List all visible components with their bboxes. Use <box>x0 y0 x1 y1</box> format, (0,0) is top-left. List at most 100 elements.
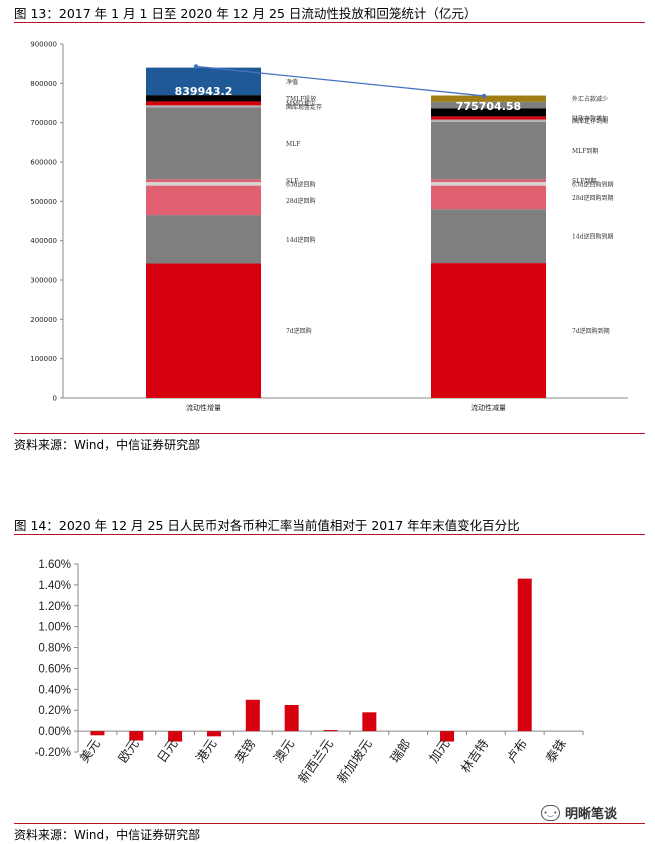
y-tick-label: 600000 <box>30 159 57 167</box>
segment-label: 28d逆回购 <box>286 197 315 205</box>
x-tick-label: 流动性增量 <box>186 403 221 412</box>
x-tick-label: 新西兰元 <box>295 736 336 786</box>
figure13-bottom-rule <box>14 433 645 434</box>
bar-segment <box>146 263 261 398</box>
x-tick-label: 英镑 <box>232 736 259 765</box>
bar-segment <box>146 95 261 102</box>
figure14-title: 图 14：2020 年 12 月 25 日人民币对各币种汇率当前值相对于 201… <box>14 518 520 533</box>
y-tick-label: 1.00% <box>38 622 71 634</box>
bar-segment <box>146 182 261 186</box>
y-tick-label: -0.20% <box>35 747 71 759</box>
y-tick-label: 500000 <box>30 198 57 206</box>
segment-label: 7d逆回购 <box>286 327 312 335</box>
segment-label: 14d逆回购到期 <box>572 233 613 241</box>
segment-label: 63d逆回购 <box>286 180 315 188</box>
x-tick-label: 流动性减量 <box>471 403 506 412</box>
y-tick-label: 100000 <box>30 355 57 363</box>
figure13-chart: 0 100000 200000 300000 400000 500000 600000 700… <box>30 41 628 412</box>
y-tick-label: 300000 <box>30 277 57 285</box>
x-tick-label: 新加坡元 <box>334 736 375 786</box>
y-tick-label: 400000 <box>30 237 57 245</box>
bar <box>129 731 144 741</box>
series-line <box>195 65 485 97</box>
bar-segment <box>431 119 546 122</box>
y-tick-label: 1.60% <box>38 559 71 571</box>
bar-segment <box>146 179 261 183</box>
bar <box>206 731 221 737</box>
segment-label: 28d逆回购到期 <box>572 194 613 202</box>
segment-label: MLF到期 <box>572 147 598 155</box>
segment-label: 财政存款增加 <box>572 114 608 122</box>
segment-label: MLF <box>286 141 300 148</box>
y-tick-label: 1.20% <box>38 601 71 613</box>
bar-segment <box>431 101 546 109</box>
bar <box>90 731 105 736</box>
bar-segment <box>431 108 546 117</box>
bar-segment <box>146 101 261 106</box>
y-tick-label: 0.20% <box>38 705 71 717</box>
segment-label: SLF到期 <box>572 177 596 185</box>
bar <box>245 699 260 732</box>
wechat-badge-icon: •‿• <box>541 804 560 821</box>
segment-label: MMO减少 <box>286 100 315 108</box>
watermark: •‿• 明晰笔谈 <box>541 803 617 822</box>
watermark-text: 明晰笔谈 <box>565 807 618 822</box>
x-tick-label: 美元 <box>76 736 103 765</box>
y-tick-label: 0.60% <box>38 663 71 675</box>
segment-label: 国库现金定存 <box>286 103 322 111</box>
segment-label: 外汇占款减少 <box>572 95 608 103</box>
y-tick-label: 0 <box>53 395 57 403</box>
segment-label: TMLF投放 <box>286 95 316 103</box>
bar <box>440 731 455 742</box>
figure13-title: 图 13：2017 年 1 月 1 日至 2020 年 12 月 25 日流动性… <box>14 6 477 21</box>
x-tick-label: 泰铢 <box>542 736 569 765</box>
x-tick-label: 澳元 <box>270 736 297 765</box>
bar-segment <box>431 179 546 183</box>
bar-segment <box>431 263 546 398</box>
segment-label: 63d逆回购到期 <box>572 180 613 188</box>
bar-segment <box>431 182 546 186</box>
bar <box>362 712 377 732</box>
segment-label: 14d逆回购 <box>286 236 315 244</box>
bar-segment <box>146 107 261 180</box>
segment-label: 7d逆回购到期 <box>572 327 610 335</box>
x-tick-label: 林吉特 <box>458 736 492 775</box>
bar <box>168 731 183 742</box>
bar-segment <box>146 67 261 96</box>
segment-label: 净值 <box>286 78 298 86</box>
y-tick-label: 1.40% <box>38 580 71 592</box>
y-tick-label: 700000 <box>30 119 57 127</box>
figure14-chart: -0.20% 0.00% 0.20% 0.40% 0.60% 0.80% 1.00% 1.20… <box>35 559 584 786</box>
x-tick-label: 欧元 <box>115 736 142 765</box>
figure14-source: 资料来源：Wind，中信证券研究部 <box>14 828 201 842</box>
line-point <box>193 64 199 69</box>
segment-label: 国库定存到期 <box>572 117 608 125</box>
y-tick-label: 0.80% <box>38 643 71 655</box>
y-tick-label: 200000 <box>30 316 57 324</box>
y-tick-label: 0.00% <box>38 726 71 738</box>
x-tick-label: 卢布 <box>504 736 531 765</box>
x-tick-label: 港元 <box>193 736 220 765</box>
bar-segment <box>431 185 546 210</box>
bar <box>517 578 532 732</box>
figure13-title-rule <box>14 22 645 23</box>
segment-label: SLF <box>286 178 298 185</box>
y-tick-label: 900000 <box>30 41 57 49</box>
bar-segment <box>146 105 261 108</box>
bar-segment <box>431 95 546 102</box>
figure13-source: 资料来源：Wind，中信证券研究部 <box>14 438 201 452</box>
bar <box>323 730 338 732</box>
bar-segment <box>146 185 261 216</box>
bar-segment <box>431 121 546 180</box>
y-tick-label: 800000 <box>30 80 57 88</box>
total-data-label: 775704.58 <box>456 100 521 113</box>
bar <box>284 705 299 732</box>
figure14-bottom-rule <box>14 823 645 824</box>
bar-segment <box>146 215 261 264</box>
figure14-title-rule <box>14 534 645 535</box>
bar-segment <box>431 209 546 264</box>
bar-segment <box>431 116 546 120</box>
x-tick-label: 瑞郎 <box>387 736 414 765</box>
total-data-label: 839943.2 <box>175 85 233 98</box>
y-tick-label: 0.40% <box>38 684 71 696</box>
